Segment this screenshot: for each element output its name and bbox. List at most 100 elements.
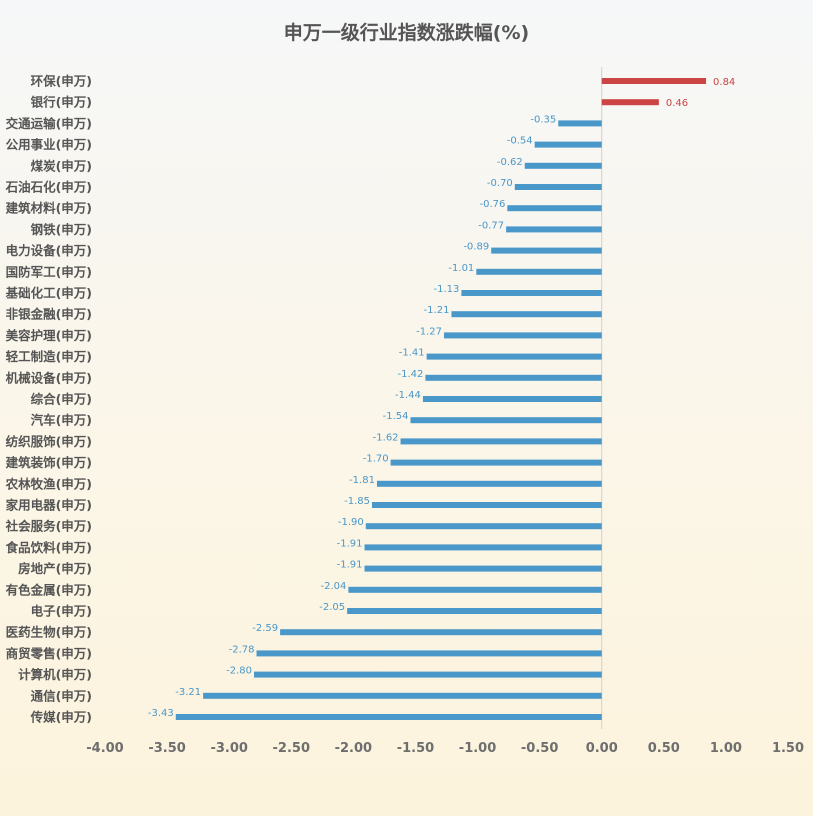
data-label: -3.43: [148, 708, 174, 719]
bar: [203, 692, 602, 699]
data-label: -0.89: [463, 242, 489, 253]
data-label: -1.41: [399, 348, 425, 359]
category-label: 家用电器(申万): [6, 498, 92, 513]
category-label: 商贸零售(申万): [6, 646, 92, 661]
bar: [426, 353, 602, 360]
value-labels: 0.84 0.46 -0.35 -0.54 -0.62 -0.70 -0.76 -0.77 -0…: [148, 77, 735, 719]
data-label: -1.91: [337, 560, 363, 571]
bar: [601, 99, 659, 106]
data-label: -1.27: [416, 326, 442, 337]
data-label: -1.70: [363, 454, 389, 465]
data-label: -2.05: [319, 602, 345, 613]
bar: [371, 502, 602, 508]
x-tick-label: -3.00: [210, 741, 247, 756]
data-label: -0.62: [497, 157, 523, 168]
data-label: -1.44: [395, 390, 421, 401]
bar: [425, 374, 602, 381]
bar: [256, 650, 602, 657]
bar: [390, 459, 602, 466]
x-tick-label: 0.00: [586, 741, 618, 756]
data-label: -0.76: [479, 199, 505, 210]
bar: [461, 290, 602, 296]
category-label: 通信(申万): [31, 688, 92, 703]
x-axis-ticks: -4.00 -3.50 -3.00 -2.50 -2.00 -1.50 -1.00 -0.50…: [86, 741, 804, 756]
data-label: -2.59: [252, 623, 278, 634]
x-tick-label: -1.50: [397, 741, 434, 756]
category-label: 有色金属(申万): [6, 582, 92, 597]
bar: [524, 162, 602, 169]
category-label: 建筑材料(申万): [6, 201, 92, 216]
bar: [514, 184, 602, 190]
category-label: 煤炭(申万): [31, 158, 92, 173]
x-tick-label: 0.50: [648, 741, 680, 756]
bar: [507, 205, 602, 212]
category-label: 电子(申万): [31, 604, 92, 619]
category-label: 食品饮料(申万): [5, 540, 92, 555]
category-label: 纺织服饰(申万): [6, 434, 92, 449]
category-label: 轻工制造(申万): [6, 349, 92, 364]
category-label: 公用事业(申万): [6, 137, 92, 152]
category-label: 钢铁(申万): [31, 222, 92, 237]
x-tick-label: 1.50: [772, 741, 804, 756]
data-label: -1.62: [373, 432, 399, 443]
data-label: -0.70: [487, 178, 513, 189]
data-label: -1.90: [338, 517, 364, 528]
category-label: 环保(申万): [31, 74, 92, 89]
data-label: -1.81: [349, 475, 375, 486]
category-label: 美容护理(申万): [6, 328, 92, 343]
category-label: 银行(申万): [31, 95, 92, 110]
bar: [601, 78, 707, 84]
x-tick-label: 1.00: [710, 741, 742, 756]
x-tick-label: -2.50: [273, 741, 310, 756]
data-label: -0.35: [530, 114, 556, 125]
data-label: -0.77: [478, 220, 504, 231]
category-label: 非银金融(申万): [6, 307, 92, 322]
category-label: 电力设备(申万): [6, 243, 92, 258]
category-label: 综合(申万): [31, 392, 92, 407]
data-label: -1.01: [448, 263, 474, 274]
data-label: -3.21: [175, 687, 201, 698]
bar: [254, 671, 602, 678]
bar: [451, 311, 602, 318]
bar: [280, 629, 602, 636]
category-label: 基础化工(申万): [5, 286, 92, 301]
category-label: 房地产(申万): [18, 561, 92, 576]
bars: [175, 78, 707, 720]
data-label: -1.54: [383, 411, 409, 422]
bar: [175, 714, 602, 720]
category-label: 医药生物(申万): [6, 625, 92, 640]
bar: [444, 332, 602, 339]
bar: [534, 141, 602, 148]
data-label: -2.04: [321, 581, 347, 592]
category-label: 社会服务(申万): [5, 519, 92, 534]
bar: [400, 438, 602, 445]
x-tick-label: -1.00: [459, 741, 496, 756]
data-label: -2.78: [229, 644, 255, 655]
bar: [347, 608, 602, 614]
category-labels: 环保(申万) 银行(申万) 交通运输(申万) 公用事业(申万) 煤炭(申万) 石油石化(申…: [5, 74, 92, 725]
data-label: 0.46: [666, 98, 688, 109]
bar: [376, 480, 602, 487]
category-label: 国防军工(申万): [6, 264, 92, 279]
bar: [506, 226, 602, 233]
bar: [364, 565, 602, 572]
data-label: -0.54: [507, 136, 533, 147]
x-tick-label: -3.50: [148, 741, 185, 756]
x-tick-label: -2.00: [335, 741, 372, 756]
x-tick-label: -4.00: [86, 741, 123, 756]
bar: [491, 247, 602, 254]
category-label: 传媒(申万): [30, 710, 92, 725]
category-label: 交通运输(申万): [6, 116, 92, 131]
bar: [422, 396, 602, 402]
x-tick-label: -0.50: [521, 741, 558, 756]
data-label: -1.21: [424, 305, 450, 316]
bar: [410, 417, 602, 424]
category-label: 农林牧渔(申万): [5, 476, 92, 491]
data-label: -2.80: [226, 666, 252, 677]
data-label: 0.84: [713, 77, 735, 88]
data-label: -1.13: [434, 284, 460, 295]
category-label: 汽车(申万): [31, 413, 92, 428]
bar: [365, 523, 602, 530]
